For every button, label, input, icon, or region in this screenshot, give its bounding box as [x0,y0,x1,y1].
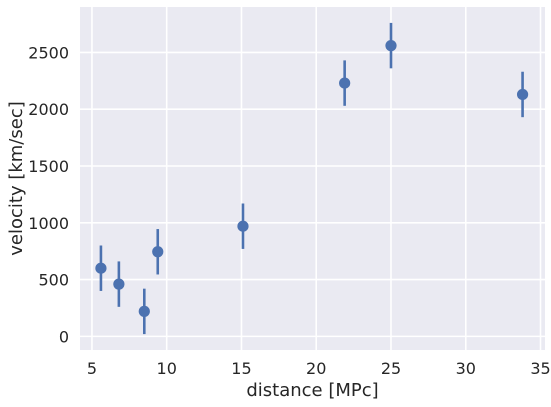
grid [80,7,545,350]
data-point [516,71,529,118]
point-marker [138,305,150,317]
x-tick-label: 10 [157,359,177,378]
y-axis-label: velocity [km/sec] [6,101,27,256]
x-tick-labels: 5 10 15 20 25 30 35 [87,359,551,378]
point-marker [113,278,125,290]
point-marker [152,246,164,258]
y-tick-label: 2500 [28,43,69,62]
y-tick-labels: 0 500 1000 1500 2000 2500 [28,43,69,346]
x-tick-label: 35 [530,359,550,378]
y-tick-label: 1500 [28,157,69,176]
x-tick-label: 15 [231,359,251,378]
plot-area [80,7,545,350]
point-marker [95,262,107,274]
x-tick-label: 20 [306,359,326,378]
data-point [138,288,150,335]
y-tick-label: 2000 [28,100,69,119]
point-marker [237,220,249,232]
point-marker [385,40,397,52]
point-marker [339,77,351,89]
data-point [339,60,351,106]
y-tick-label: 0 [59,327,69,346]
data-point [95,245,107,291]
data-point [385,22,397,69]
x-tick-label: 5 [87,359,97,378]
data-point [237,203,249,249]
data-point [113,261,125,307]
y-tick-label: 1000 [28,214,69,233]
x-axis-label: distance [MPc] [246,380,378,401]
data-point [152,229,164,275]
x-tick-label: 30 [456,359,476,378]
y-tick-label: 500 [38,271,69,290]
data-points [95,22,529,335]
point-marker [516,88,529,101]
x-tick-label: 25 [381,359,401,378]
